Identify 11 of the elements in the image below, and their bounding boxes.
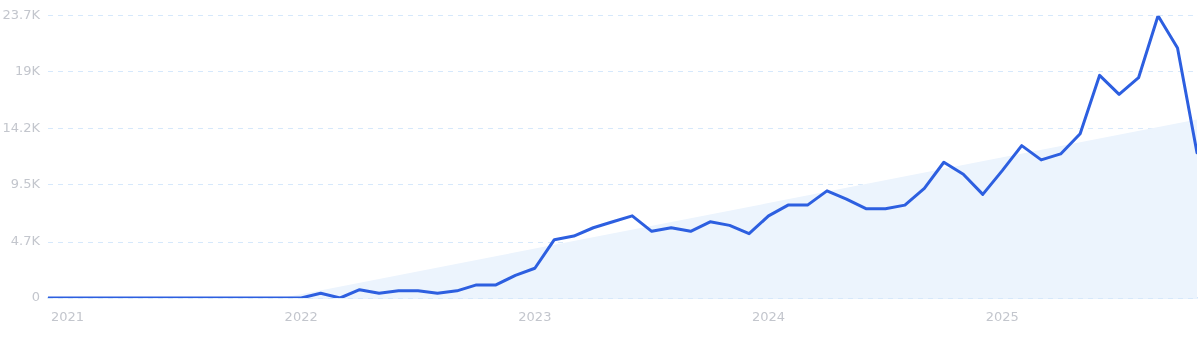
x-tick-label: 2022: [284, 309, 318, 325]
y-tick-label: 9.5K: [10, 176, 41, 192]
y-tick-label: 19K: [14, 63, 41, 79]
y-tick-label: 0: [31, 289, 40, 305]
x-tick-label: 2024: [752, 309, 786, 325]
x-tick-label: 2023: [518, 309, 552, 325]
x-tick-label: 2025: [985, 309, 1019, 325]
y-tick-label: 14.2K: [2, 120, 41, 136]
y-tick-label: 23.7K: [2, 7, 41, 23]
y-tick-label: 4.7K: [10, 233, 41, 249]
x-tick-label: 2021: [50, 309, 85, 325]
